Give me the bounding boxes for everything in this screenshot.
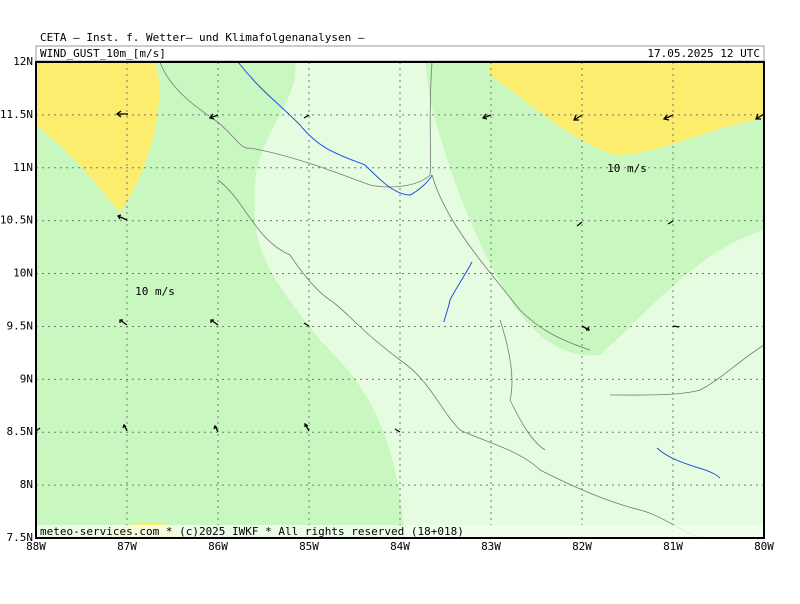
longitude-label: 81W (663, 540, 683, 553)
latitude-label: 11N (13, 161, 33, 174)
river (656, 447, 721, 479)
wind-arrow (581, 325, 590, 331)
longitude-label: 87W (117, 540, 137, 553)
wind-arrow (573, 114, 583, 121)
wind-arrow (303, 322, 310, 327)
latitude-label: 10N (13, 267, 33, 280)
wind-arrow (662, 114, 674, 121)
wind-arrow (210, 319, 219, 326)
footer-bar (36, 525, 764, 538)
wind-arrow (213, 424, 219, 433)
wind-arrow (672, 325, 680, 328)
map-frame (35, 61, 765, 539)
river (443, 261, 473, 323)
latitude-label: 8.5N (7, 425, 34, 438)
map-area: 10 m/s 10 m/s meteo-services.com * (c)20… (35, 61, 765, 539)
graticule (36, 62, 764, 538)
latitude-label: 12N (13, 55, 33, 68)
wind-arrow (576, 221, 583, 227)
field-name: WIND_GUST_10m_[m/s] (40, 47, 166, 60)
contour-label: 10 m/s (135, 285, 175, 298)
wind-arrow (755, 113, 765, 120)
wind-arrow (119, 319, 128, 326)
longitude-label: 86W (208, 540, 228, 553)
coastline (217, 179, 701, 539)
coastline (609, 344, 765, 396)
wind-arrow (667, 220, 674, 225)
coastline (159, 61, 433, 188)
footer-credit: meteo-services.com * (c)2025 IWKF * All … (40, 525, 464, 538)
latitude-label: 10.5N (0, 214, 33, 227)
latitude-label: 11.5N (0, 108, 33, 121)
latitude-label: 9N (20, 372, 33, 385)
coastline (431, 174, 591, 451)
wind-arrow (116, 214, 128, 221)
wind-arrow (481, 113, 492, 120)
latitude-label: 7.5N (7, 531, 34, 544)
gust-zone-high (490, 62, 764, 155)
river (237, 61, 433, 196)
longitude-label: 88W (26, 540, 46, 553)
valid-time: 17.05.2025 12 UTC (647, 47, 760, 60)
latitude-label: 9.5N (7, 319, 34, 332)
latitude-label: 8N (20, 478, 33, 491)
longitude-label: 85W (299, 540, 319, 553)
header-title: CETA — Inst. f. Wetter— und Klimafolgena… (40, 31, 365, 44)
wind-arrow (394, 428, 401, 433)
wind-arrow (122, 423, 128, 432)
wind-arrow (208, 113, 219, 120)
longitude-label: 80W (754, 540, 774, 553)
contour-label: 10 m/s (607, 162, 647, 175)
gust-zone-high (36, 62, 160, 212)
longitude-label: 83W (481, 540, 501, 553)
wind-arrow (304, 422, 310, 432)
wind-arrows (35, 110, 765, 433)
longitude-label: 84W (390, 540, 410, 553)
wind-arrow (303, 114, 310, 119)
wind-arrow (115, 110, 128, 118)
longitude-label: 82W (572, 540, 592, 553)
